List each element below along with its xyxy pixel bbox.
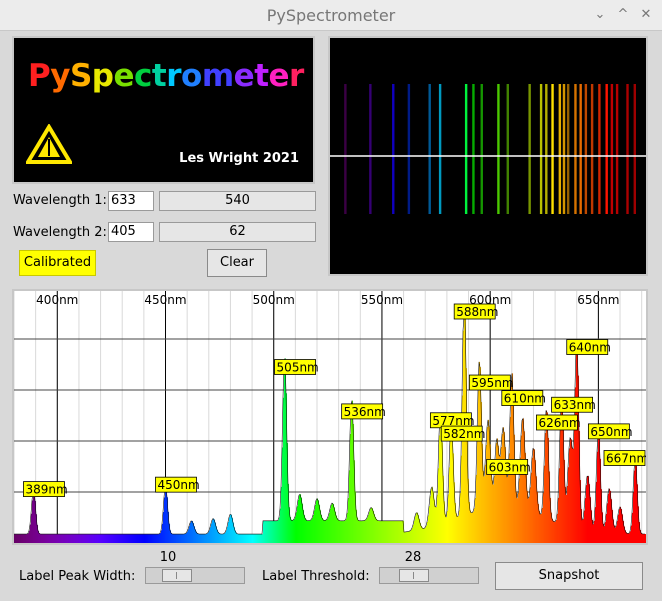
peak-label: 450nm [155, 476, 200, 493]
emission-line [428, 84, 431, 214]
svg-text:633nm: 633nm [554, 398, 596, 412]
peak-label: 577nm [429, 412, 475, 429]
emission-line [566, 84, 570, 214]
peak-width-label: Label Peak Width: [19, 569, 136, 584]
tick-label: 500nm [253, 293, 295, 307]
emission-line [558, 84, 562, 214]
tick-label: 550nm [361, 293, 403, 307]
emission-line [472, 84, 475, 214]
peak-width-value: 10 [159, 550, 177, 565]
svg-text:389nm: 389nm [25, 483, 67, 497]
peak-label: 505nm [274, 359, 319, 375]
minimize-icon[interactable]: ⌄ [594, 7, 606, 22]
tick-label: 650nm [577, 293, 619, 307]
emission-line [584, 84, 588, 214]
emission-line [615, 84, 619, 214]
clear-button[interactable]: Clear [207, 249, 267, 277]
peak-label: 588nm [453, 303, 498, 320]
emission-line [633, 84, 636, 214]
peak-width-slider[interactable] [145, 567, 245, 584]
peak-label: 610nm [501, 390, 546, 406]
tick-label: 600nm [469, 293, 511, 307]
peak-label: 603nm [486, 458, 531, 475]
wavelength2-input[interactable]: 405 [108, 222, 154, 242]
emission-line [626, 84, 629, 214]
svg-text:536nm: 536nm [344, 405, 386, 419]
emission-line [369, 84, 372, 214]
peak-label: 595nm [468, 374, 514, 391]
wavelength2-pixel-field: 62 [159, 222, 316, 242]
emission-line [590, 84, 594, 214]
logo-panel: PySpectrometer Les Wright 2021 [12, 36, 315, 184]
emission-line [392, 84, 395, 214]
close-icon[interactable]: ✕ [640, 7, 652, 22]
peak-label: 667nm [603, 450, 646, 466]
svg-text:505nm: 505nm [277, 361, 319, 375]
peak-label: 626nm [536, 414, 581, 431]
svg-text:450nm: 450nm [158, 478, 200, 492]
svg-text:650nm: 650nm [590, 425, 632, 439]
maximize-icon[interactable]: ^ [617, 7, 629, 22]
peak-label: 633nm [551, 396, 596, 413]
svg-text:610nm: 610nm [504, 392, 546, 406]
wavelength2-label: Wavelength 2: [13, 225, 107, 240]
wavelength1-label: Wavelength 1: [13, 193, 107, 208]
svg-text:577nm: 577nm [432, 414, 474, 428]
peak-width-slider-handle[interactable] [162, 569, 192, 582]
calibrated-status: Calibrated [19, 250, 96, 276]
spectrum-chart: 400nm 450nm 500nm 550nm 600nm 650nm 389nm 450nm… [14, 291, 646, 543]
peak-label: 650nm [587, 423, 633, 440]
window-title: PySpectrometer [266, 6, 396, 25]
svg-text:595nm: 595nm [471, 376, 513, 390]
peak-label: 582nm [440, 425, 485, 442]
svg-text:603nm: 603nm [489, 460, 531, 474]
svg-text:640nm: 640nm [569, 341, 611, 355]
emission-line [539, 84, 543, 214]
emission-line [579, 84, 582, 214]
emission-line [562, 84, 566, 214]
snapshot-button[interactable]: Snapshot [495, 562, 643, 590]
peak-label: 389nm [23, 481, 68, 498]
emission-line [438, 84, 442, 214]
peak-label: 640nm [566, 339, 611, 355]
threshold-slider[interactable] [379, 567, 479, 584]
tick-label: 450nm [144, 293, 186, 307]
emission-line [545, 84, 548, 214]
emission-line [598, 84, 601, 214]
emission-line [528, 84, 531, 214]
spectrum-image [328, 36, 648, 276]
threshold-label: Label Threshold: [262, 569, 370, 584]
svg-text:588nm: 588nm [456, 305, 498, 319]
spectrum-lines [330, 84, 646, 214]
emission-line [407, 84, 411, 214]
svg-text:582nm: 582nm [443, 427, 485, 441]
svg-text:626nm: 626nm [538, 416, 580, 430]
emission-line [497, 84, 500, 214]
tick-label: 400nm [36, 293, 78, 307]
emission-line [605, 84, 608, 214]
logo-credit: Les Wright 2021 [179, 151, 299, 166]
threshold-value: 28 [404, 550, 422, 565]
emission-line [464, 84, 468, 214]
wavelength1-pixel-field: 540 [159, 191, 316, 211]
threshold-slider-handle[interactable] [399, 569, 429, 582]
svg-text:667nm: 667nm [606, 452, 646, 466]
emission-line [610, 84, 614, 214]
title-bar: PySpectrometer ⌄ ^ ✕ [0, 0, 662, 31]
peak-label: 536nm [341, 403, 386, 420]
spectrum-graph: 400nm 450nm 500nm 550nm 600nm 650nm 389nm 450nm… [12, 289, 648, 545]
warning-triangle-icon [26, 124, 72, 164]
emission-line [506, 84, 509, 214]
emission-line [551, 84, 554, 214]
emission-line [344, 84, 347, 214]
emission-line [480, 84, 483, 214]
logo-title: PySpectrometer [28, 58, 304, 94]
emission-line [574, 84, 577, 214]
wavelength1-input[interactable]: 633 [108, 191, 154, 211]
spectrum-outline [14, 316, 645, 535]
